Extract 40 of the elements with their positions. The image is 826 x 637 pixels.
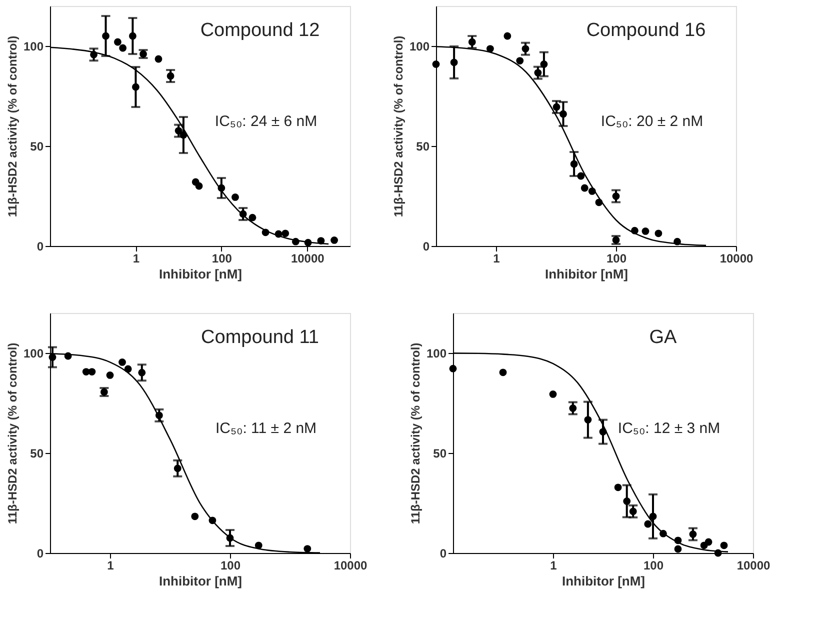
y-tick-label: 100 [426,346,447,360]
x-tick-label: 10000 [290,252,325,266]
y-tick-label: 0 [36,240,44,254]
y-tick-label: 50 [416,140,430,154]
x-tick-label: 10000 [334,558,368,572]
x-axis-title: Inhibitor [nM] [158,574,242,588]
x-axis-title: Inhibitor [nM] [158,266,242,282]
y-tick-label: 50 [30,140,44,154]
y-tick-label: 0 [36,546,44,560]
y-tick-label: 50 [30,446,44,460]
y-tick-label: 100 [23,40,44,54]
annotation: IC₅₀: 20 ± 2 nM [600,113,704,130]
y-tick-label: 50 [433,446,447,460]
y-tick-label: 100 [409,40,430,54]
annotation: IC₅₀: 24 ± 6 nM [214,113,318,130]
x-tick-label: 1 [107,558,114,572]
y-tick-label: 0 [440,546,447,560]
y-axis-title: 11β-HSD2 activity (% of control) [391,36,406,218]
y-tick-label: 100 [23,346,44,360]
x-axis-title: Inhibitor [nM] [544,266,628,282]
x-tick-label: 100 [220,558,241,572]
x-tick-label: 1 [132,252,140,266]
y-tick-label: 0 [422,240,430,254]
y-axis-title: 11β-HSD2 activity (% of control) [408,342,422,524]
text: Compound 16 [586,20,706,41]
x-tick-label: 100 [212,252,232,266]
annotation: IC₅₀: 11 ± 2 nM [215,420,317,438]
text: Compound 12 [200,20,320,41]
text: GA [649,327,678,348]
y-axis-title: 11β-HSD2 activity (% of control) [5,36,20,218]
x-tick-label: 1 [550,558,558,572]
x-axis-title: Inhibitor [nM] [562,574,646,588]
x-tick-label: 100 [643,558,664,572]
annotation: IC₅₀: 12 ± 3 nM [618,420,720,438]
text: Compound 11 [201,327,319,348]
x-tick-label: 10000 [720,252,754,266]
x-tick-label: 1 [493,252,500,266]
y-axis-title: 11β-HSD2 activity (% of control) [5,342,20,524]
x-tick-label: 100 [606,252,627,266]
x-tick-label: 10000 [736,558,771,572]
